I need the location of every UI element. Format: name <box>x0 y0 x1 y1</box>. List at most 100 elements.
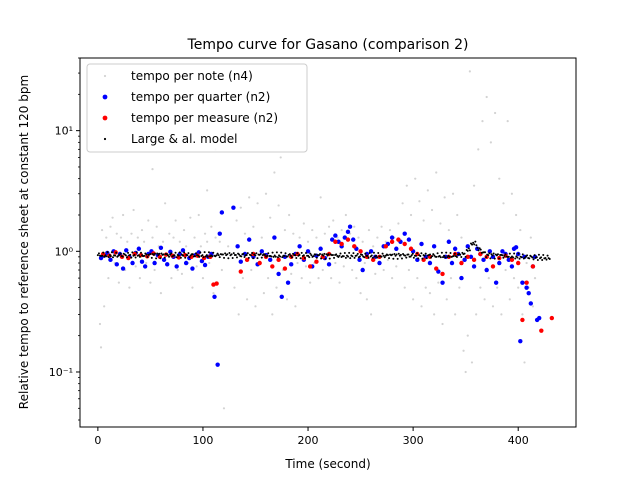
data-point <box>506 257 511 263</box>
data-point <box>532 258 535 261</box>
data-point <box>479 286 482 289</box>
data-point <box>357 257 362 263</box>
data-point <box>188 256 191 259</box>
data-point <box>187 252 190 255</box>
data-point <box>462 349 465 352</box>
data-point <box>267 252 270 255</box>
data-point <box>298 236 301 239</box>
data-point <box>330 237 335 242</box>
data-point <box>102 251 105 254</box>
data-point <box>446 256 449 259</box>
data-point <box>231 205 236 210</box>
data-point <box>199 258 205 264</box>
data-point <box>272 235 277 240</box>
data-point <box>487 254 490 257</box>
data-point <box>103 305 106 308</box>
data-point <box>273 254 276 257</box>
data-point <box>270 264 275 269</box>
data-point <box>155 225 158 228</box>
data-point <box>355 276 358 280</box>
data-point <box>175 256 178 259</box>
data-point <box>446 239 452 244</box>
data-point <box>540 256 543 259</box>
data-point <box>353 225 356 228</box>
data-point <box>504 253 507 256</box>
data-point <box>512 276 516 280</box>
data-point <box>408 246 414 251</box>
data-point <box>196 250 201 255</box>
data-point <box>114 254 117 257</box>
data-point <box>509 257 515 263</box>
data-point <box>324 257 327 260</box>
data-point <box>355 254 358 257</box>
data-point <box>481 257 486 263</box>
data-point <box>370 254 373 257</box>
data-point <box>422 219 425 222</box>
data-point <box>328 257 331 260</box>
data-point <box>111 216 114 219</box>
data-point <box>429 253 432 256</box>
data-point <box>397 252 400 255</box>
data-point <box>395 253 398 256</box>
data-point <box>493 280 499 285</box>
data-point <box>138 255 141 258</box>
data-point <box>201 254 204 257</box>
data-point <box>519 228 522 232</box>
data-point <box>448 255 451 258</box>
data-point <box>307 264 313 269</box>
data-point <box>202 256 205 259</box>
data-point <box>272 255 275 258</box>
data-point <box>125 256 128 259</box>
data-point <box>533 254 536 257</box>
data-point <box>335 253 338 256</box>
data-point <box>284 252 287 255</box>
data-point <box>276 256 279 259</box>
data-point <box>318 246 323 251</box>
data-point <box>342 235 348 240</box>
data-point <box>246 252 249 255</box>
data-point <box>296 252 299 255</box>
data-point <box>536 258 539 261</box>
data-point <box>372 251 375 254</box>
data-point <box>491 254 494 257</box>
data-point <box>472 184 476 187</box>
data-point <box>407 268 411 272</box>
data-point <box>397 222 400 225</box>
data-point <box>256 202 259 205</box>
data-point <box>290 272 293 275</box>
data-point <box>259 249 264 254</box>
data-point <box>489 257 492 260</box>
data-point <box>156 252 159 255</box>
data-point <box>289 262 294 267</box>
data-point <box>529 236 532 239</box>
data-point <box>498 177 501 180</box>
data-point <box>117 281 120 284</box>
data-point <box>483 298 486 301</box>
data-point <box>243 232 247 235</box>
data-point <box>431 244 437 249</box>
data-point <box>231 257 234 260</box>
data-point <box>135 251 138 254</box>
data-point <box>252 257 255 260</box>
data-point <box>243 256 246 259</box>
data-point <box>315 236 318 239</box>
data-point <box>121 255 124 258</box>
data-point <box>208 261 211 265</box>
data-point <box>419 255 422 258</box>
data-point <box>215 254 218 257</box>
data-point <box>416 252 419 255</box>
data-point <box>159 257 162 260</box>
data-point <box>152 260 157 266</box>
data-point <box>195 252 197 255</box>
data-point <box>248 196 251 199</box>
data-point <box>109 225 112 228</box>
data-point <box>445 298 448 301</box>
data-point <box>268 257 273 263</box>
x-tick-label: 0 <box>94 434 101 447</box>
data-point <box>150 256 153 259</box>
data-point <box>193 255 196 258</box>
data-point <box>218 256 221 259</box>
data-point <box>279 156 282 159</box>
data-point <box>121 213 125 217</box>
data-point <box>227 245 230 248</box>
